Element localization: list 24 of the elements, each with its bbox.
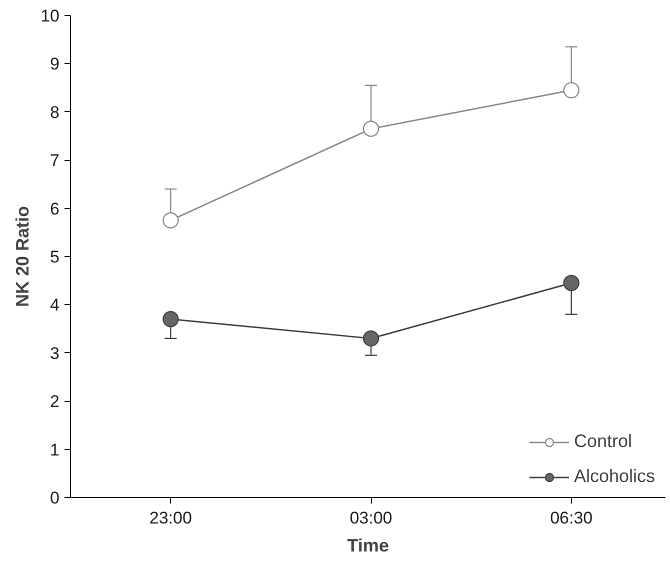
legend-label: Control (574, 431, 632, 452)
point (362, 120, 380, 137)
y-tick-label: 6 (50, 199, 60, 218)
y-tick-label: 3 (50, 344, 60, 363)
point (162, 311, 179, 328)
y-tick-label: 8 (50, 102, 60, 122)
y-tick-label: 1 (50, 440, 60, 460)
point (362, 330, 380, 347)
y-tick-label: 2 (50, 392, 60, 412)
y-tick-label: 0 (50, 488, 60, 508)
legend-label: Alcoholics (574, 466, 655, 487)
y-tick-label: 7 (50, 151, 60, 170)
x-tick-label: 23:00 (149, 508, 192, 528)
y-tick-label: 4 (50, 296, 60, 315)
y-tick-label: 5 (50, 248, 60, 266)
x-axis-title: Time (347, 536, 389, 556)
x-tick-label: 03:00 (350, 508, 392, 528)
y-tick-label: 9 (50, 54, 60, 74)
point (563, 82, 580, 98)
y-tick-label: 10 (40, 6, 60, 26)
point (162, 212, 179, 228)
point (563, 274, 580, 292)
y-axis-title: NK 20 Ratio (12, 206, 33, 308)
x-tick-label: 06:30 (550, 508, 593, 528)
